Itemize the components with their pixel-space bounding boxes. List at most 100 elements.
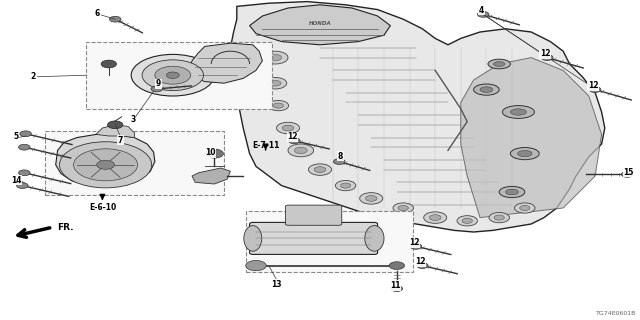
Text: 4: 4 [479,6,484,15]
Circle shape [477,12,489,17]
Bar [246,211,413,272]
FancyBboxPatch shape [250,222,378,254]
Ellipse shape [511,148,539,160]
Circle shape [246,260,266,271]
Circle shape [97,160,115,169]
Circle shape [273,103,284,108]
Circle shape [109,16,121,22]
Circle shape [489,212,509,223]
Ellipse shape [502,106,534,118]
Circle shape [541,55,553,60]
Circle shape [515,203,535,213]
Circle shape [393,203,413,213]
Text: 12: 12 [409,238,419,247]
Text: E-6-10: E-6-10 [89,203,116,212]
Bar [45,131,224,195]
Text: 12: 12 [588,81,598,90]
Circle shape [520,205,530,211]
Circle shape [74,149,138,181]
Circle shape [155,66,191,84]
Circle shape [391,286,403,292]
Polygon shape [96,125,134,138]
Text: 13: 13 [271,280,282,289]
Circle shape [19,144,30,150]
Text: 6: 6 [95,9,100,18]
Circle shape [142,60,204,91]
Circle shape [268,100,289,111]
Circle shape [166,72,179,78]
Ellipse shape [518,151,532,157]
Circle shape [276,122,300,134]
Text: 14: 14 [11,176,21,185]
Circle shape [424,212,447,223]
Circle shape [457,216,477,226]
Circle shape [621,172,633,177]
Text: FR.: FR. [58,223,74,232]
Text: 11: 11 [390,281,401,290]
Ellipse shape [474,84,499,95]
Text: 2: 2 [31,72,36,81]
Polygon shape [56,134,155,186]
Polygon shape [230,2,605,232]
Text: TG74E0601B: TG74E0601B [596,311,637,316]
Circle shape [60,142,152,188]
Circle shape [462,218,472,223]
Ellipse shape [480,87,493,92]
Circle shape [398,205,408,211]
Circle shape [262,51,288,64]
Circle shape [360,193,383,204]
Circle shape [335,180,356,191]
Ellipse shape [488,59,511,69]
Circle shape [282,125,294,131]
Text: 9: 9 [156,79,161,88]
Circle shape [205,149,223,158]
Ellipse shape [499,186,525,197]
Text: 15: 15 [623,168,634,177]
Polygon shape [192,168,230,184]
Circle shape [410,244,422,249]
Circle shape [17,183,28,188]
Circle shape [589,87,601,92]
Ellipse shape [365,226,384,251]
Circle shape [340,183,351,188]
Circle shape [333,159,345,164]
Circle shape [494,215,504,220]
Ellipse shape [244,226,262,251]
Text: 3: 3 [131,115,136,124]
Circle shape [288,144,314,157]
Ellipse shape [493,61,505,67]
Circle shape [131,54,214,96]
Bar [86,42,272,109]
Circle shape [417,263,428,268]
Text: 5: 5 [13,132,19,141]
Circle shape [429,215,441,220]
Circle shape [20,131,31,137]
Circle shape [269,80,281,86]
Circle shape [289,138,300,144]
Circle shape [269,54,282,61]
Circle shape [294,147,307,154]
Text: 12: 12 [415,257,426,266]
Circle shape [314,167,326,172]
Text: 12: 12 [540,49,550,58]
Polygon shape [189,43,262,83]
Circle shape [365,196,377,201]
Circle shape [19,170,30,176]
Text: HONDA: HONDA [308,20,332,26]
Text: 12: 12 [287,132,298,141]
Circle shape [108,121,123,129]
Circle shape [308,164,332,175]
FancyBboxPatch shape [285,205,342,225]
Text: 10: 10 [205,148,215,157]
Circle shape [101,60,116,68]
Ellipse shape [511,109,526,115]
Circle shape [389,262,404,269]
Circle shape [151,86,163,92]
Polygon shape [250,5,390,45]
Polygon shape [461,58,602,218]
Text: 8: 8 [338,152,343,161]
Ellipse shape [506,189,518,195]
Text: 7: 7 [118,136,123,145]
Text: E-7-11: E-7-11 [252,141,279,150]
Circle shape [264,77,287,89]
